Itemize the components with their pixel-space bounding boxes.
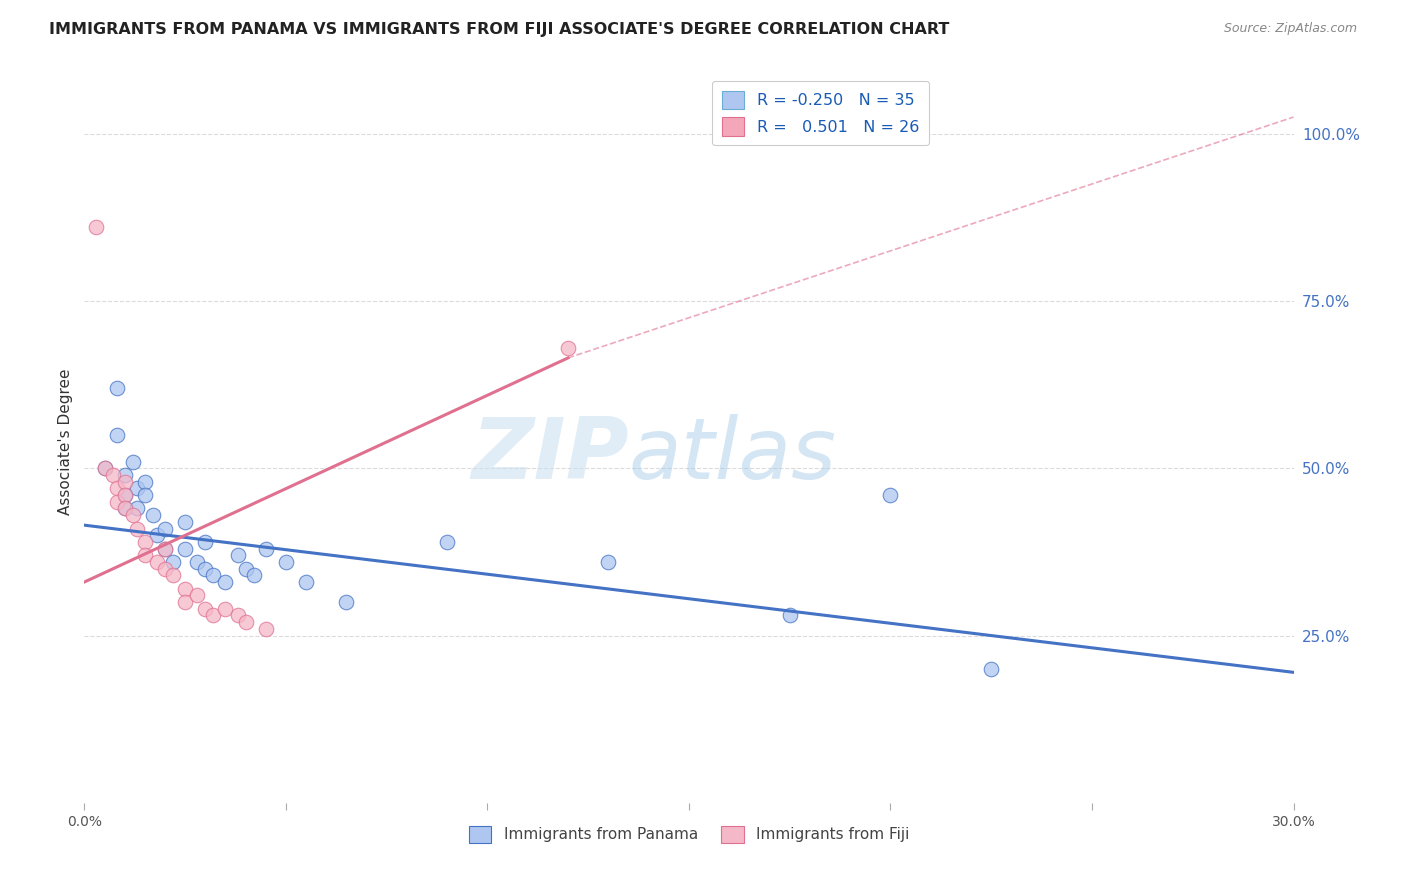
Point xyxy=(194,602,217,616)
Point xyxy=(162,568,184,582)
Text: IMMIGRANTS FROM PANAMA VS IMMIGRANTS FROM FIJI ASSOCIATE'S DEGREE CORRELATION CH: IMMIGRANTS FROM PANAMA VS IMMIGRANTS FRO… xyxy=(49,22,949,37)
Y-axis label: Associate's Degree: Associate's Degree xyxy=(58,368,73,515)
Point xyxy=(134,475,156,489)
Point xyxy=(879,488,901,502)
Point xyxy=(146,528,169,542)
Point xyxy=(214,575,236,590)
Point xyxy=(153,562,176,576)
Point xyxy=(194,562,217,576)
Point xyxy=(162,555,184,569)
Point xyxy=(134,548,156,563)
Point xyxy=(779,608,801,623)
Point xyxy=(335,595,357,609)
Point xyxy=(142,508,165,523)
Point xyxy=(134,534,156,549)
Point xyxy=(121,508,143,523)
Point xyxy=(114,488,136,502)
Point xyxy=(174,515,197,529)
Point xyxy=(235,615,257,630)
Point xyxy=(174,595,197,609)
Point xyxy=(174,582,197,596)
Point xyxy=(214,602,236,616)
Point xyxy=(153,521,176,535)
Point xyxy=(226,548,249,563)
Point xyxy=(598,555,620,569)
Text: ZIP: ZIP xyxy=(471,415,628,498)
Point xyxy=(105,494,128,508)
Point xyxy=(114,475,136,489)
Point xyxy=(125,501,148,516)
Point xyxy=(105,381,128,395)
Point xyxy=(274,555,297,569)
Point xyxy=(125,482,148,496)
Point xyxy=(93,461,115,475)
Point xyxy=(114,488,136,502)
Point xyxy=(105,427,128,442)
Point xyxy=(153,541,176,556)
Point xyxy=(254,622,277,636)
Point xyxy=(114,467,136,482)
Point xyxy=(114,501,136,516)
Point xyxy=(93,461,115,475)
Point xyxy=(186,555,208,569)
Text: atlas: atlas xyxy=(628,415,837,498)
Point xyxy=(101,467,124,482)
Point xyxy=(194,534,217,549)
Point xyxy=(436,534,458,549)
Point xyxy=(105,482,128,496)
Point xyxy=(146,555,169,569)
Point xyxy=(235,562,257,576)
Legend: Immigrants from Panama, Immigrants from Fiji: Immigrants from Panama, Immigrants from … xyxy=(463,820,915,849)
Point xyxy=(86,220,108,235)
Point xyxy=(121,455,143,469)
Point xyxy=(226,608,249,623)
Point xyxy=(153,541,176,556)
Point xyxy=(557,341,579,355)
Point xyxy=(202,568,225,582)
Point xyxy=(242,568,264,582)
Point xyxy=(134,488,156,502)
Point xyxy=(202,608,225,623)
Point xyxy=(254,541,277,556)
Point xyxy=(114,501,136,516)
Point xyxy=(174,541,197,556)
Point xyxy=(295,575,318,590)
Point xyxy=(980,662,1002,676)
Point xyxy=(125,521,148,535)
Point xyxy=(186,589,208,603)
Text: Source: ZipAtlas.com: Source: ZipAtlas.com xyxy=(1223,22,1357,36)
